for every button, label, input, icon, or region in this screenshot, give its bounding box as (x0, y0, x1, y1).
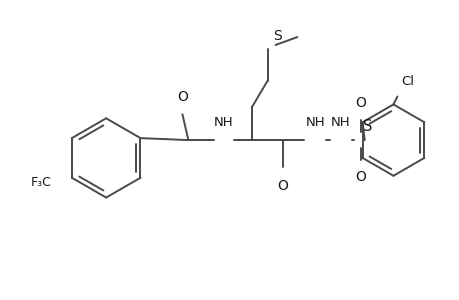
Text: NH: NH (330, 116, 350, 129)
Text: F₃C: F₃C (31, 176, 52, 189)
Text: O: O (354, 96, 365, 110)
Text: O: O (177, 90, 187, 104)
Text: Cl: Cl (401, 75, 414, 88)
Text: NH: NH (305, 116, 325, 129)
Text: S: S (273, 29, 282, 43)
Text: S: S (362, 119, 371, 134)
Text: O: O (354, 170, 365, 184)
Text: NH: NH (214, 116, 233, 129)
Text: O: O (276, 179, 287, 193)
